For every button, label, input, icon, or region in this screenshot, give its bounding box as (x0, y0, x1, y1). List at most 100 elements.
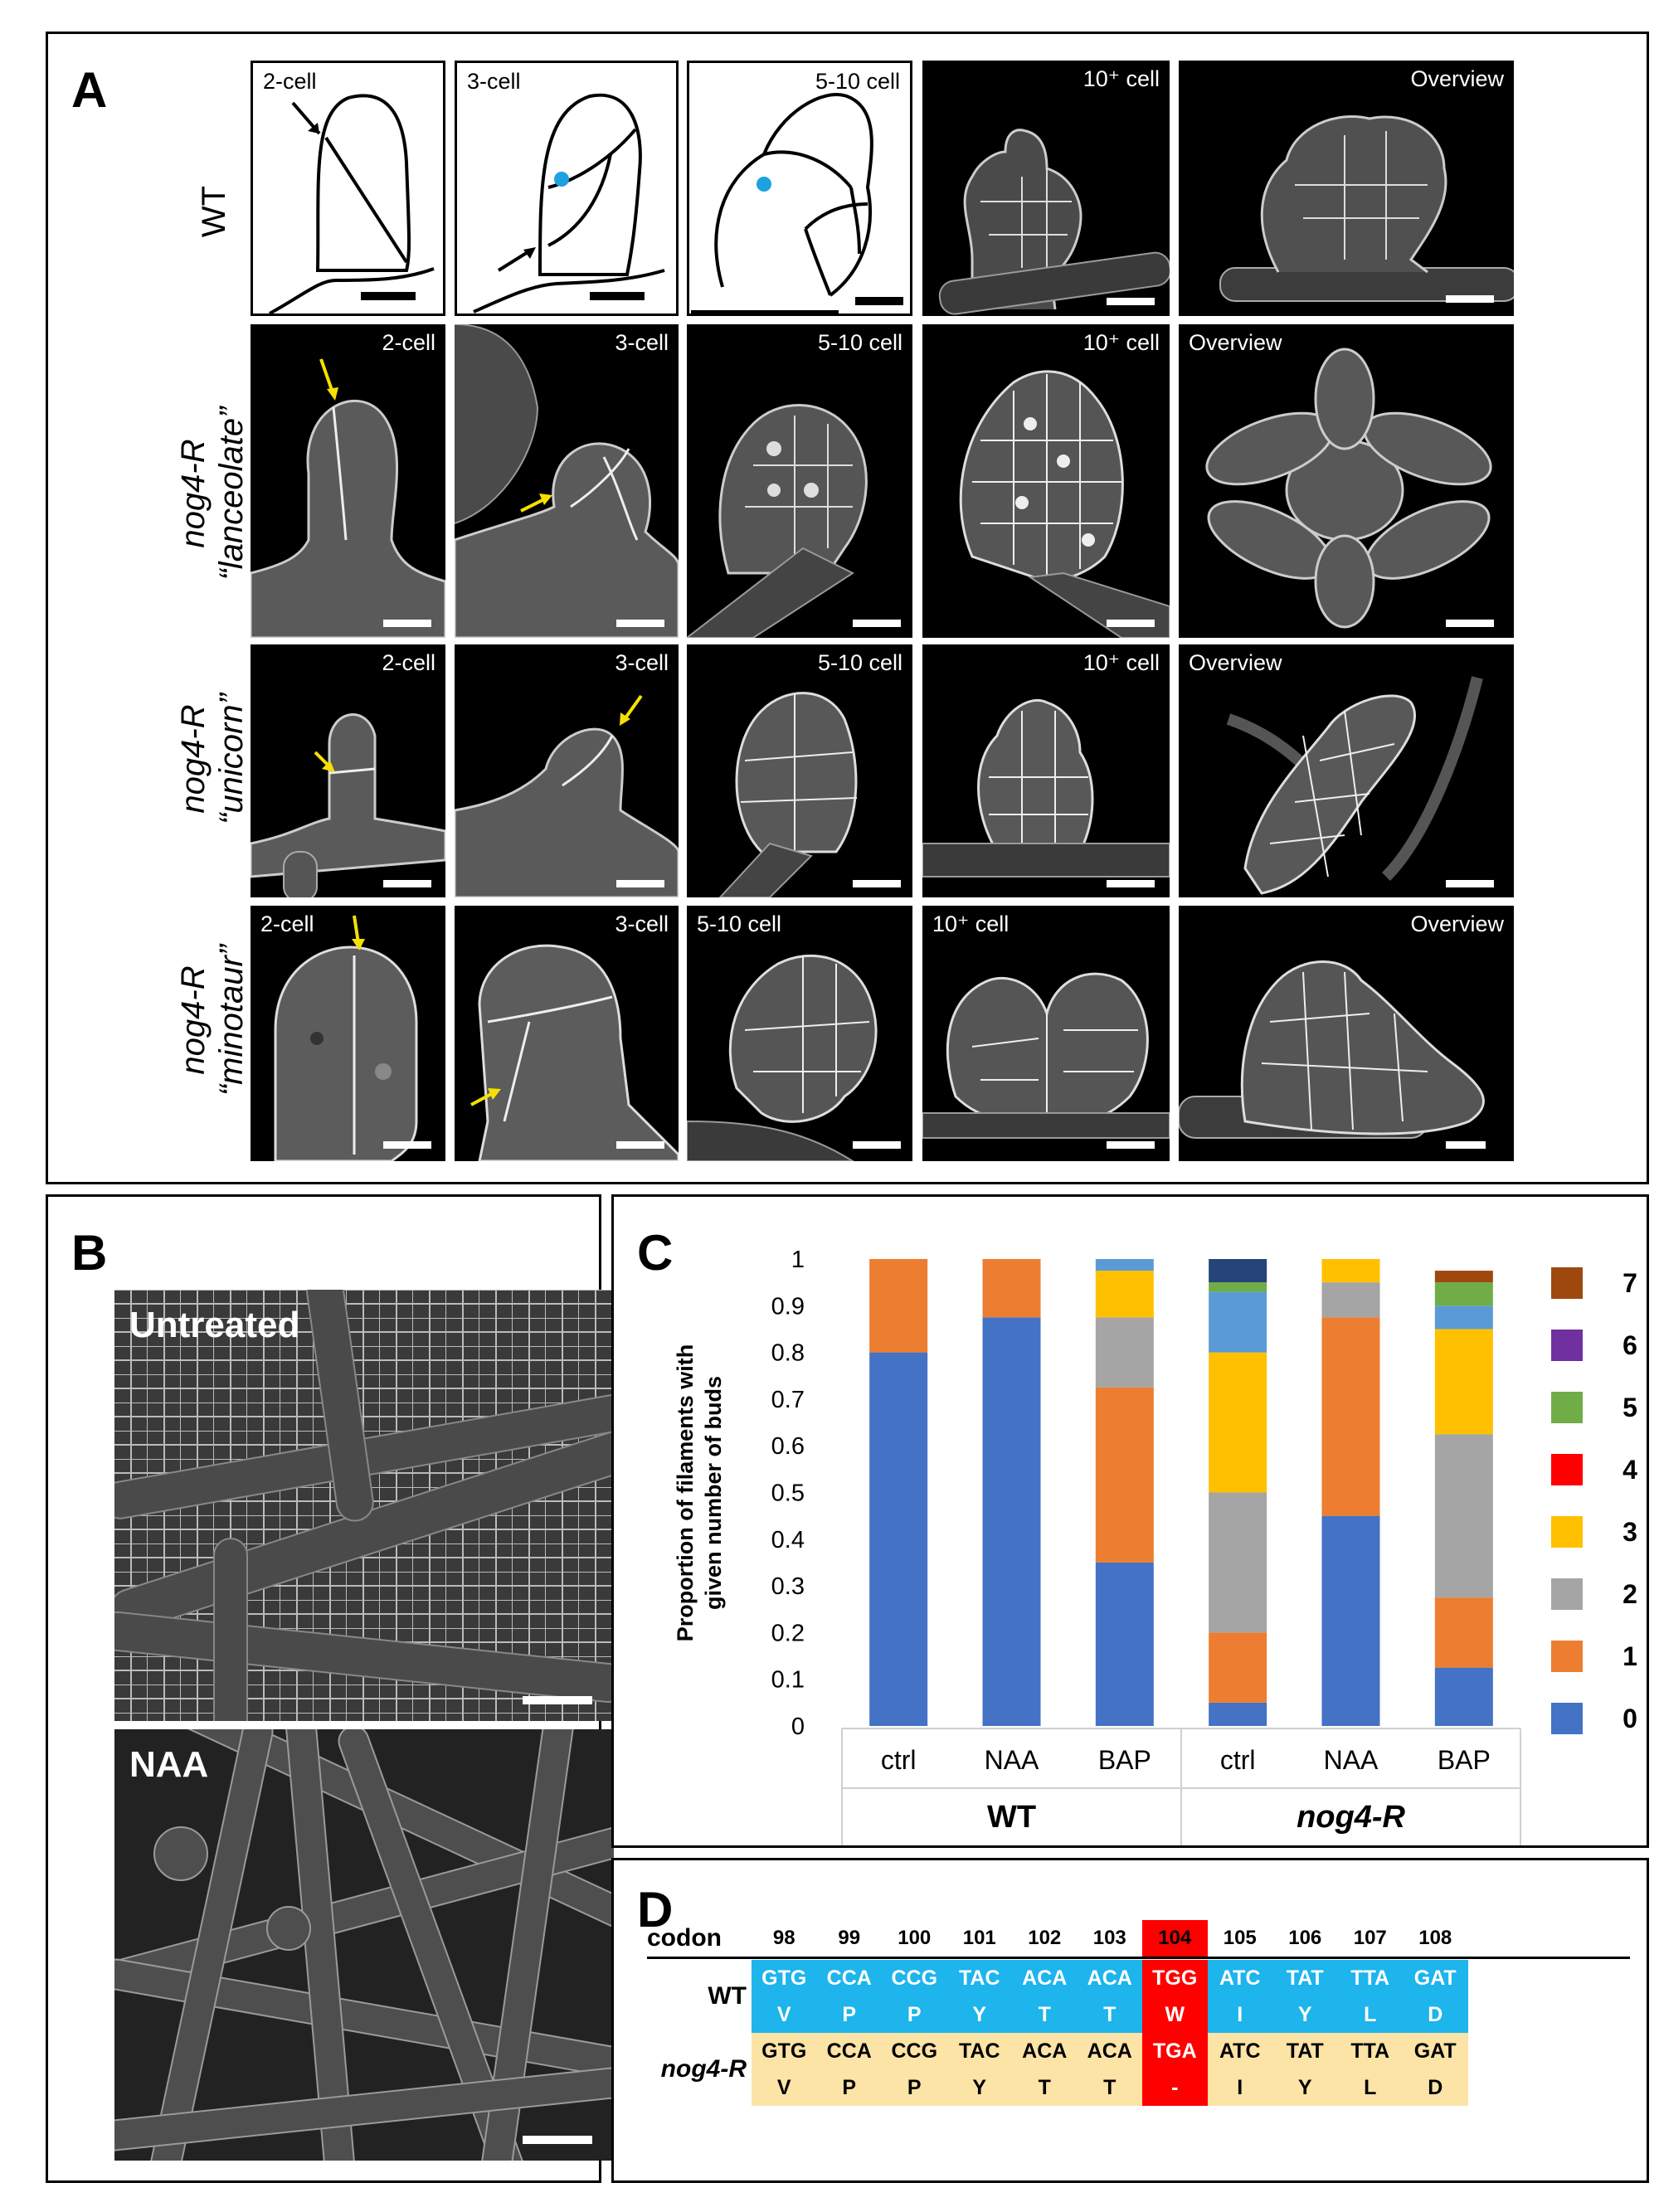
tile-label: 10⁺ cell (1082, 650, 1160, 675)
codon-number: 105 (1223, 1927, 1257, 1949)
legend-swatch (1551, 1267, 1583, 1299)
tile-lanceolate-3cell: 3-cell (455, 324, 679, 638)
nucleotide-triplet: TTA (1337, 2033, 1403, 2069)
amino-acid: L (1337, 1996, 1403, 2033)
y-tick-label: 0.9 (771, 1293, 805, 1320)
tile-label: 2-cell (260, 912, 314, 936)
y-tick-label: 1 (791, 1247, 805, 1273)
y-tick-label: 0 (791, 1714, 805, 1740)
bar-segment (1095, 1317, 1154, 1388)
bar-segment (1209, 1282, 1267, 1292)
tile-label: 5-10 cell (817, 330, 902, 355)
nucleotide-triplet: ACA (1077, 2033, 1142, 2069)
amino-acid: P (816, 2069, 882, 2106)
panel-b-letter: B (71, 1225, 108, 1281)
amino-acid: P (882, 2069, 947, 2106)
tile-lanceolate-2cell: 2-cell (251, 324, 445, 638)
tile-label: 3-cell (467, 69, 521, 94)
micrograph (1205, 348, 1494, 629)
nucleotide-triplet: ATC (1207, 2033, 1272, 2069)
tile-label: Overview (1410, 912, 1504, 936)
codon-number: 98 (772, 1927, 795, 1949)
codon-number: 108 (1418, 1927, 1452, 1949)
panel-c: C Proportion of filaments with given numb… (611, 1194, 1649, 1848)
y-tick-label: 0.6 (771, 1433, 805, 1460)
legend-swatch (1551, 1703, 1583, 1734)
row-genotype: nog4-R (175, 704, 212, 814)
micrograph (959, 370, 1170, 638)
tile-minotaur-3cell: 3-cell (455, 906, 679, 1161)
tile-label: 10⁺ cell (1082, 66, 1160, 91)
bar-segment (982, 1317, 1041, 1726)
tile-label: 5-10 cell (817, 650, 902, 675)
row-allele: “lanceolate” (213, 406, 250, 581)
row-allele: “minotaur” (213, 944, 250, 1096)
tile-wt-2cell: 2-cell (251, 61, 445, 316)
amino-acid: L (1337, 2069, 1403, 2106)
panel-d-letter: D (637, 1882, 674, 1937)
legend-label: 4 (1623, 1455, 1637, 1485)
tile-label: 2-cell (263, 69, 317, 94)
amino-acid: Y (1272, 1996, 1338, 2033)
nucleotide-triplet: ATC (1207, 1960, 1272, 1996)
y-tick-label: 0.3 (771, 1573, 805, 1600)
bar-segment (1209, 1632, 1267, 1703)
cell-drawing (269, 94, 435, 314)
tile-lanceolate-overview: Overview (1179, 324, 1514, 638)
bar-segment (1321, 1317, 1380, 1516)
micrograph (455, 324, 679, 638)
legend-label: 5 (1623, 1393, 1637, 1422)
micrograph (687, 404, 901, 638)
tile-minotaur-10cell: 10⁺ cell (922, 906, 1170, 1161)
nucleotide-triplet: GTG (752, 1960, 817, 1996)
header-rule (647, 1957, 1630, 1959)
legend-swatch (1551, 1330, 1583, 1361)
micrograph (938, 129, 1170, 315)
x-category-label: NAA (1324, 1745, 1379, 1775)
bar-segment (1321, 1515, 1380, 1726)
bar-segment (1434, 1282, 1493, 1306)
tile-lanceolate-5-10cell: 5-10 cell (687, 324, 912, 638)
amino-acid: - (1142, 2069, 1208, 2106)
nucleotide-triplet: TAC (946, 1960, 1012, 1996)
codon-number: 107 (1353, 1927, 1387, 1949)
label-untreated: Untreated (129, 1305, 300, 1345)
micrograph (1226, 676, 1494, 895)
bar-segment (869, 1259, 928, 1353)
nucleotide-triplet: CCA (816, 1960, 882, 1996)
row-genotype: nog4-R (175, 439, 212, 548)
tile-wt-3cell: 3-cell (455, 61, 679, 316)
nucleotide-triplet: GAT (1403, 2033, 1468, 2069)
nucleotide-triplet: CCG (882, 1960, 947, 1996)
x-category-label: NAA (985, 1745, 1039, 1775)
x-category-label: ctrl (881, 1745, 917, 1775)
row-genotype: nog4-R (175, 965, 212, 1075)
amino-acid: T (1012, 2069, 1078, 2106)
tile-label: 5-10 cell (697, 912, 782, 936)
micrograph (687, 954, 901, 1161)
bar-segment (1209, 1259, 1267, 1283)
amino-acid: W (1142, 1996, 1208, 2033)
codon-number: 99 (838, 1927, 861, 1949)
nucleotide-triplet: TAT (1272, 2033, 1338, 2069)
legend-label: 7 (1623, 1268, 1637, 1298)
bar-segment (1095, 1259, 1154, 1271)
nucleotide-triplet: TGA (1142, 2033, 1208, 2069)
nucleotide-triplet: GTG (752, 2033, 817, 2069)
codon-number: 103 (1092, 1927, 1126, 1949)
codon-number: 101 (962, 1927, 996, 1949)
tile-label: 10⁺ cell (932, 912, 1010, 936)
x-group-label: nog4-R (1297, 1800, 1405, 1835)
bar-segment (1209, 1352, 1267, 1493)
micrograph-naa: NAA (114, 1729, 614, 2161)
tile-lanceolate-10cell: 10⁺ cell (922, 324, 1170, 638)
tile-label: 10⁺ cell (1082, 330, 1160, 355)
tile-label: Overview (1410, 66, 1504, 91)
row-allele: “unicorn” (213, 693, 250, 824)
bar-segment (1095, 1271, 1154, 1318)
tile-label: 3-cell (615, 650, 669, 675)
stacked-bar-chart: Proportion of filaments with given number… (673, 1247, 1637, 1845)
micrograph (1219, 114, 1514, 303)
amino-acid: P (816, 1996, 882, 2033)
legend-swatch (1551, 1578, 1583, 1610)
